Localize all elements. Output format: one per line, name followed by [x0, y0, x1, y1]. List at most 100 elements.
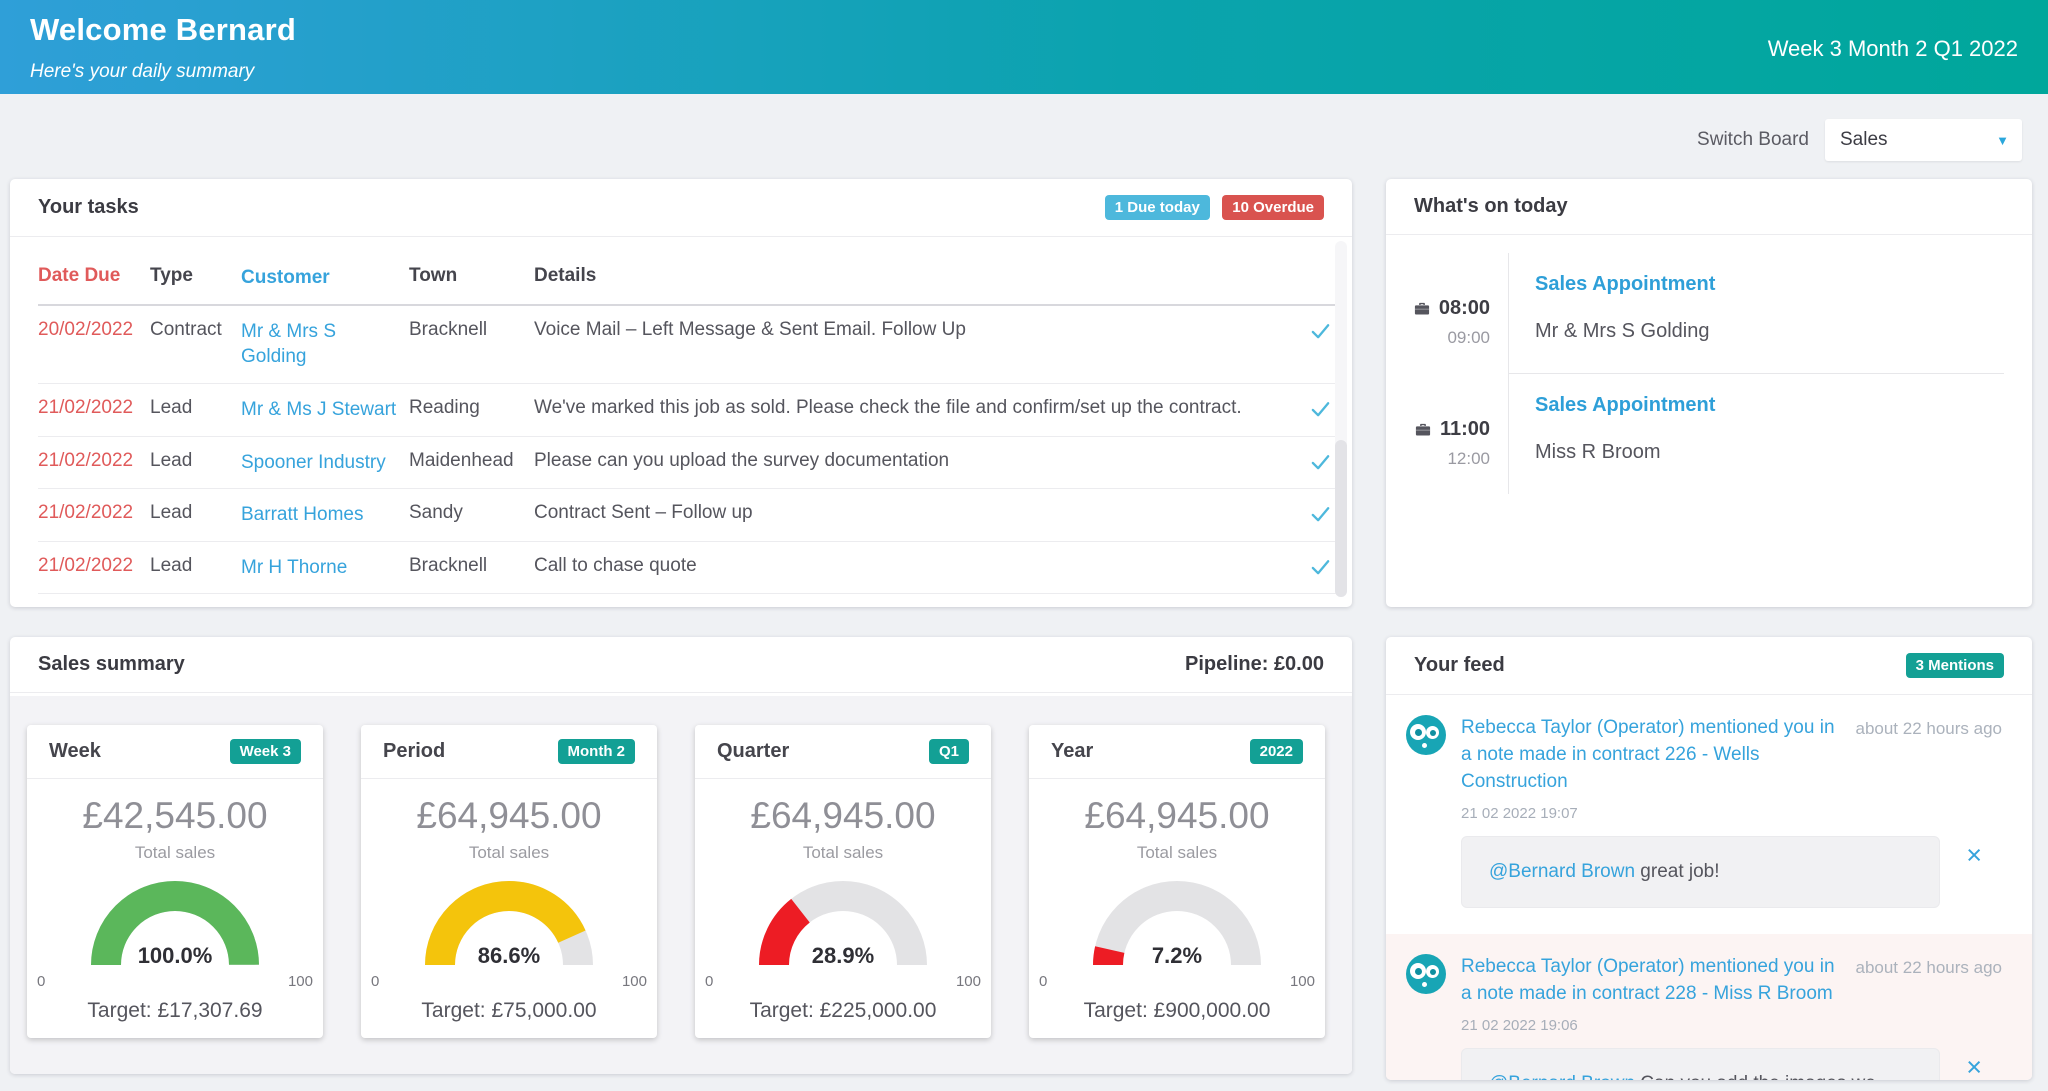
- sales-summary-panel: Sales summary Pipeline: £0.00 Week Week …: [10, 637, 1352, 1074]
- task-customer-link[interactable]: Spooner Industry: [241, 451, 386, 473]
- task-customer-link[interactable]: Mr H Thorne: [241, 556, 348, 578]
- tasks-table-header: Date Due Type Customer Town Details: [38, 237, 1336, 306]
- check-icon[interactable]: [1309, 450, 1332, 473]
- feed-item-top: Rebecca Taylor (Operator) mentioned you …: [1406, 953, 2004, 1034]
- feed-panel: Your feed 3 Mentions Rebecca Taylor (Ope…: [1386, 637, 2032, 1080]
- total-sales-caption: Total sales: [802, 843, 884, 862]
- period-label: Week 3 Month 2 Q1 2022: [1767, 36, 2018, 61]
- tasks-badges: 1 Due today 10 Overdue: [1104, 195, 1324, 220]
- total-sales-amount: £64,945.00: [750, 795, 936, 836]
- task-customer-link[interactable]: Mr & Mrs S Golding: [241, 320, 336, 368]
- gauge-card-header: Year 2022: [1029, 725, 1325, 779]
- sales-summary-body: Week Week 3 £42,545.00 Total sales 100.0…: [10, 696, 1352, 1074]
- mention-link[interactable]: @Bernard Brown: [1489, 1073, 1635, 1080]
- task-details: Call to chase quote: [534, 554, 697, 576]
- task-customer-link[interactable]: Barratt Homes: [241, 504, 364, 526]
- gauge-card-header: Period Month 2: [361, 725, 657, 779]
- col-date-due: Date Due: [38, 265, 121, 286]
- check-icon[interactable]: [1309, 502, 1332, 525]
- appointment-start: 11:00: [1439, 418, 1490, 440]
- gauge-scale: 0 100: [361, 970, 657, 990]
- gauge-card: Quarter Q1 £64,945.00 Total sales 28.9% …: [695, 725, 991, 1038]
- feed-list: Rebecca Taylor (Operator) mentioned you …: [1386, 695, 2032, 1080]
- task-date-due: 21/02/2022: [38, 449, 134, 471]
- task-date-due: 20/02/2022: [38, 318, 134, 340]
- due-today-badge: 1 Due today: [1104, 195, 1210, 220]
- gauge-scale-min: 0: [371, 973, 380, 990]
- total-sales-amount: £64,945.00: [1084, 795, 1270, 836]
- table-row: 21/02/2022 Lead Barratt Homes Sandy Cont…: [38, 489, 1336, 542]
- gauge-target: Target: £17,307.69: [87, 999, 263, 1022]
- table-row: 21/02/2022 Lead Mr J Zhou Amersham Call …: [38, 594, 1336, 607]
- col-customer: Customer: [241, 267, 330, 288]
- feed-item-content: Rebecca Taylor (Operator) mentioned you …: [1461, 954, 2004, 1034]
- total-sales-amount: £64,945.00: [416, 795, 602, 836]
- close-icon[interactable]: ×: [1966, 1051, 1982, 1080]
- tasks-title: Your tasks: [38, 196, 139, 218]
- total-sales-caption: Total sales: [468, 843, 550, 862]
- total-sales-amount: £42,545.00: [82, 795, 268, 836]
- switchboard: Switch Board Sales ▼: [1697, 119, 2022, 161]
- tasks-scrollbar-thumb[interactable]: [1335, 440, 1347, 597]
- appointment-type-link[interactable]: Sales Appointment: [1535, 394, 1716, 416]
- close-icon[interactable]: ×: [1966, 839, 1982, 870]
- mention-link[interactable]: @Bernard Brown: [1489, 860, 1636, 882]
- gauge-card-header: Week Week 3: [27, 725, 323, 779]
- page-title: Welcome Bernard: [30, 12, 297, 47]
- gauge-target: Target: £900,000.00: [1083, 999, 1271, 1022]
- feed-note: @Bernard Brown great job!: [1461, 835, 1940, 908]
- gauge-scale: 0 100: [695, 970, 991, 990]
- tasks-scrollbar: [1335, 241, 1347, 597]
- task-type: Lead: [150, 449, 193, 471]
- task-type: Lead: [150, 396, 193, 418]
- check-icon[interactable]: [1309, 397, 1332, 420]
- task-customer-link[interactable]: Mr & Ms J Stewart: [241, 398, 397, 420]
- gauge-card-title: Quarter: [717, 740, 790, 762]
- period-badge: Week 3: [229, 739, 301, 764]
- feed-item-top: Rebecca Taylor (Operator) mentioned you …: [1406, 715, 2004, 822]
- appointment-customer: Miss R Broom: [1535, 441, 1661, 463]
- avatar: [1406, 715, 1446, 755]
- appointment-type-link[interactable]: Sales Appointment: [1535, 273, 1716, 295]
- chevron-down-icon: ▼: [1996, 133, 2009, 148]
- gauge-scale-max: 100: [1289, 973, 1315, 990]
- feed-note-row: @Bernard Brown Can you add the images we…: [1461, 1047, 2004, 1080]
- appointment-times: 08:00 09:00: [1386, 253, 1508, 374]
- appointment-body: Sales Appointment Mr & Mrs S Golding: [1508, 253, 2004, 374]
- gauge-card-body: £64,945.00 Total sales 86.6% 0 100 Targe…: [361, 779, 657, 1023]
- appointment-end: 12:00: [1447, 449, 1490, 468]
- check-icon[interactable]: [1309, 555, 1332, 578]
- appointment-body: Sales Appointment Miss R Broom: [1508, 374, 2004, 494]
- task-details: Voice Mail – Left Message & Sent Email. …: [534, 318, 966, 340]
- gauge-percent: 86.6%: [477, 943, 541, 968]
- feed-item-datetime: 21 02 2022 19:06: [1461, 1016, 1578, 1034]
- gauge-scale-max: 100: [287, 973, 313, 990]
- feed-mention-link[interactable]: Rebecca Taylor (Operator) mentioned you …: [1461, 955, 1835, 1004]
- task-date-due: 21/02/2022: [38, 554, 134, 576]
- task-town: Maidenhead: [409, 449, 514, 471]
- task-date-due: 21/02/2022: [38, 502, 134, 524]
- switchboard-label: Switch Board: [1697, 129, 1809, 150]
- gauge-scale-min: 0: [705, 973, 714, 990]
- gauge-scale-min: 0: [37, 973, 46, 990]
- table-row: 21/02/2022 Lead Mr H Thorne Bracknell Ca…: [38, 542, 1336, 595]
- check-icon[interactable]: [1309, 319, 1332, 342]
- gauge-scale-min: 0: [1039, 973, 1048, 990]
- task-details: Please can you upload the survey documen…: [534, 449, 950, 471]
- tasks-table: Date Due Type Customer Town Details 20/0…: [10, 237, 1352, 607]
- gauge-percent: 7.2%: [1151, 943, 1203, 968]
- feed-mention-link[interactable]: Rebecca Taylor (Operator) mentioned you …: [1461, 717, 1835, 792]
- col-type: Type: [150, 265, 193, 286]
- task-complete-cell: [1292, 319, 1336, 342]
- task-town: Sandy: [409, 502, 463, 524]
- task-town: Reading: [409, 396, 480, 418]
- gauge-card-body: £64,945.00 Total sales 7.2% 0 100 Target…: [1029, 779, 1325, 1023]
- feed-note-text: great job!: [1635, 860, 1720, 882]
- gauge-scale-max: 100: [621, 973, 647, 990]
- switchboard-select[interactable]: Sales ▼: [1825, 119, 2022, 161]
- table-row: 20/02/2022 Contract Mr & Mrs S Golding B…: [38, 306, 1336, 384]
- feed-note-row: @Bernard Brown great job! ×: [1461, 835, 2004, 908]
- whats-on-title: What's on today: [1414, 195, 1568, 217]
- appointment-start-row: 11:00: [1386, 418, 1490, 441]
- task-complete-cell: [1292, 450, 1336, 473]
